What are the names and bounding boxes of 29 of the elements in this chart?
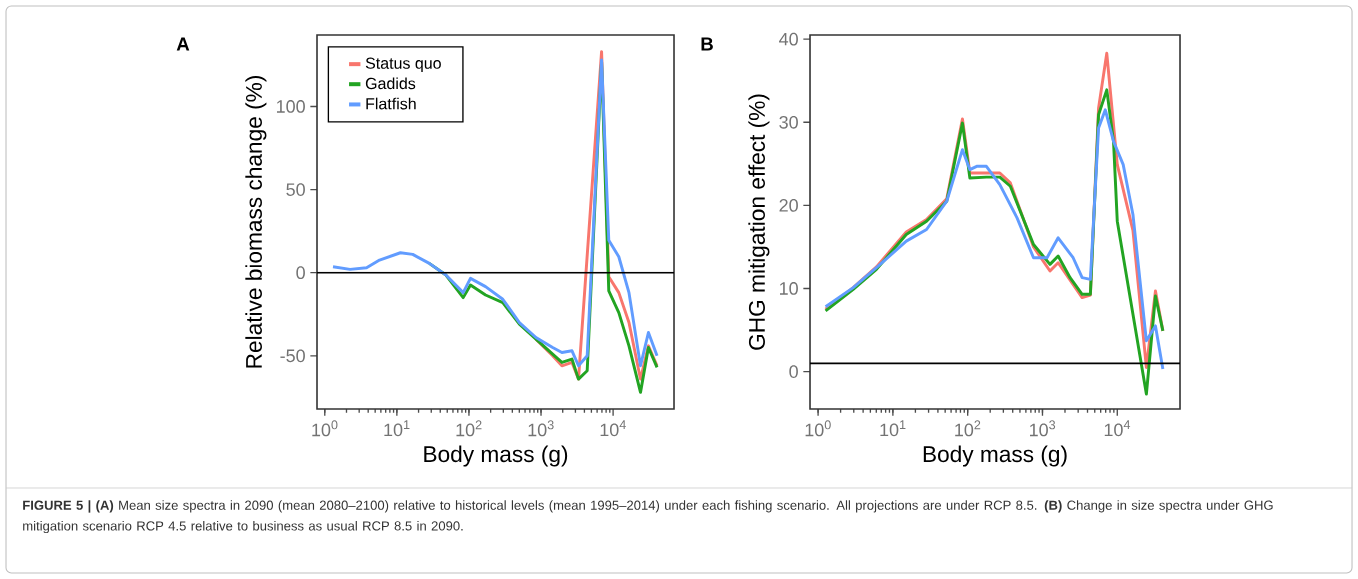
y-tick-label: 20	[779, 199, 798, 212]
x-tick-label: 10$^{3}$	[1030, 420, 1056, 437]
legend-label: Gadids	[365, 77, 416, 90]
y-tick-label: 0	[296, 266, 305, 280]
y-tick-label: 0	[789, 365, 798, 378]
y-tick-label: 100	[276, 100, 305, 113]
chart-title: A	[176, 37, 190, 51]
x-tick-label: 10$^{2}$	[456, 420, 482, 437]
x-axis-title: Body mass (g)	[923, 445, 1067, 467]
legend-label: Status quo	[365, 57, 441, 73]
text: FIGURE 5 | (A) Mean size spectra in 2090 (mean 2080–2100) relative to historical levels (mean 1995–2014) under each fishing scenario. All projections are under RCP 8.5. (B) Change in size spectra under GHG mitigation scenario RCP 4.5 relative to business as usual RCP 8.5 in 2090.	[23, 500, 1273, 534]
legend-label: Flatfish	[366, 97, 416, 110]
x-tick-label: 10$^{2}$	[955, 420, 981, 437]
chart-title: B	[701, 37, 713, 51]
x-tick-label: 10$^{1}$	[384, 420, 410, 437]
y-tick-label: 10	[780, 282, 798, 295]
x-tick-label: 10$^{3}$	[528, 420, 554, 437]
y-axis-title: Relative biomass change (%)	[245, 76, 267, 368]
y-tick-label: 40	[779, 32, 798, 46]
x-tick-label: 10$^{1}$	[880, 420, 906, 437]
y-tick-label: 30	[779, 115, 798, 129]
y-axis-title: GHG mitigation effect (%)	[748, 94, 770, 350]
x-tick-label: 10$^{4}$	[600, 420, 626, 437]
y-tick-label: 50	[286, 183, 305, 196]
x-tick-label: 10$^{0}$	[805, 420, 831, 437]
y-tick-label: -50	[280, 349, 305, 363]
x-tick-label: 10$^{4}$	[1104, 420, 1131, 437]
x-tick-label: 10$^{0}$	[312, 420, 338, 437]
x-axis-title: Body mass (g)	[424, 445, 568, 467]
